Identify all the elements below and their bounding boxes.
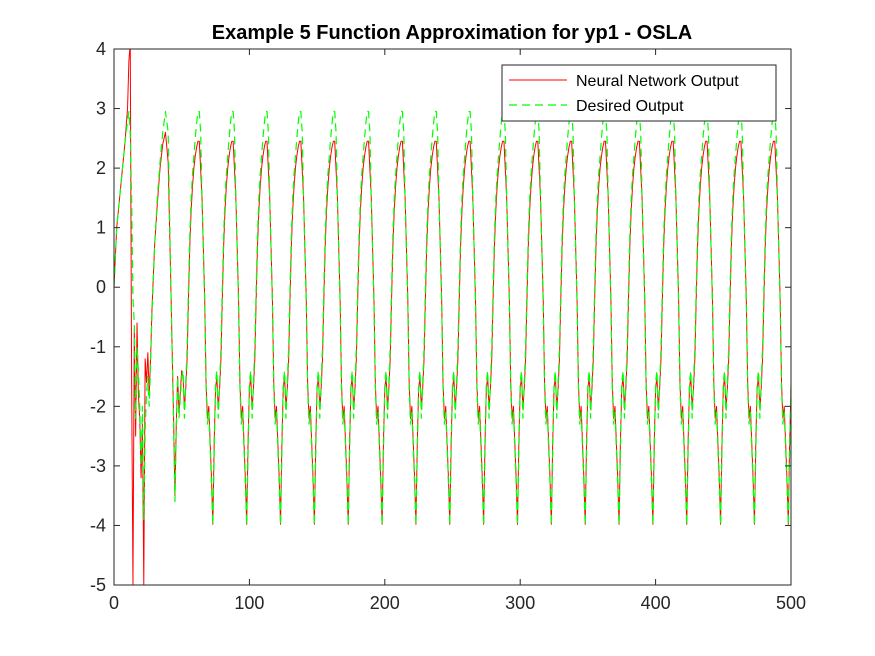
x-tick-label-2: 200	[370, 593, 400, 613]
legend-label-neural-network-output: Neural Network Output	[576, 73, 739, 90]
x-tick-label-1: 100	[234, 593, 264, 613]
y-tick-label-1: 3	[96, 99, 106, 119]
plot-area	[114, 49, 791, 585]
y-tick-label-6: -2	[90, 396, 106, 416]
legend-box	[501, 64, 777, 122]
x-tick-label-4: 400	[641, 593, 671, 613]
x-tick-label-3: 300	[505, 593, 535, 613]
y-tick-label-4: 0	[96, 277, 106, 297]
tick-layer: 0 100 200 300 400 500 4 3 2 1 0 -1 -2 -3 -4 -5	[90, 39, 806, 613]
series-line-desired-output	[114, 110, 791, 527]
y-tick-label-0: 4	[96, 39, 106, 59]
y-tick-label-2: 2	[96, 158, 106, 178]
x-tick-label-0: 0	[109, 593, 119, 613]
y-tick-label-5: -1	[90, 337, 106, 357]
series-layer	[114, 49, 791, 585]
y-tick-label-3: 1	[96, 218, 106, 238]
y-tick-label-7: -3	[90, 456, 106, 476]
legend: Neural Network Output Desired Output	[501, 64, 777, 122]
legend-label-desired-output: Desired Output	[576, 98, 684, 115]
y-tick-label-9: -5	[90, 575, 106, 595]
chart-title: Example 5 Function Approximation for yp1…	[212, 22, 692, 44]
x-tick-label-5: 500	[776, 593, 806, 613]
plot-frame	[113, 48, 792, 586]
y-tick-label-8: -4	[90, 515, 106, 535]
